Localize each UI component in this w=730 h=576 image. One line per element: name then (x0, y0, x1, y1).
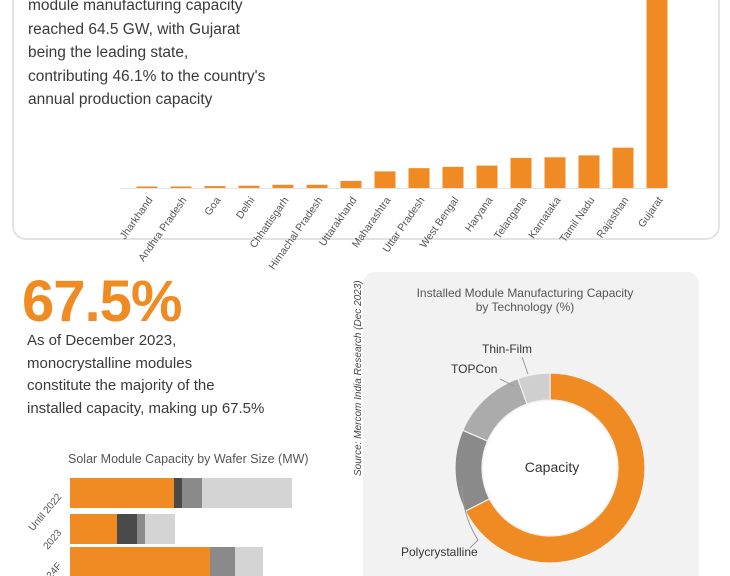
wafer-segment-2 (210, 547, 235, 576)
wafer-segment-3 (202, 478, 292, 508)
stat-line: monocrystalline modules (27, 354, 193, 372)
polycrystalline-leader-line (461, 486, 479, 549)
bar-karnataka (544, 157, 566, 188)
slice-label-topcon: TOPCon (451, 362, 497, 376)
wafer-year-label: Until 2022 (27, 492, 65, 534)
bar-uttar-pradesh (408, 168, 430, 188)
wafer-segment-3 (235, 547, 263, 576)
stat-paragraph: As of December 2023, monocrystalline mod… (27, 330, 317, 420)
wafer-segment-1 (117, 514, 137, 544)
wafer-segment-0 (70, 547, 210, 576)
bar-goa (204, 186, 226, 188)
intro-line: contributing 46.1% to the country's (28, 67, 266, 85)
stat-line: As of December 2023, (27, 332, 177, 349)
intro-line: reached 64.5 GW, with Gujarat (28, 20, 240, 38)
bar-haryana (476, 165, 498, 188)
intro-paragraph: module manufacturing capacity reached 64… (28, 0, 308, 112)
slice-label-thin-film: Thin-Film (482, 342, 532, 356)
wafer-segment-3 (145, 514, 175, 544)
bar-telangana (510, 157, 532, 188)
bar-west-bengal (442, 166, 464, 188)
state-capacity-panel (12, 0, 720, 240)
wafer-segment-0 (70, 514, 117, 544)
wafer-segment-0 (70, 478, 174, 508)
wafer-segment-2 (137, 514, 145, 544)
wafer-segment-1 (174, 478, 182, 508)
bar-gujarat (646, 0, 668, 188)
thinfilm-leader-line (521, 356, 529, 375)
bar-maharashtra (374, 171, 396, 188)
donut-center-label: Capacity (525, 459, 579, 475)
bar-uttarakhand (340, 180, 362, 188)
bar-tamil-nadu (578, 155, 600, 188)
bar-andhra-pradesh (170, 186, 192, 188)
wafer-segment-2 (182, 478, 202, 508)
intro-line: module manufacturing capacity (28, 0, 243, 14)
topcon-leader-line (499, 378, 515, 387)
bar-jharkhand (136, 186, 158, 188)
bar-chhattisgarh (272, 184, 294, 188)
wafer-chart-title: Solar Module Capacity by Wafer Size (MW) (68, 452, 309, 466)
donut-slice-monocrystalline (464, 372, 646, 564)
intro-line: being the leading state, (28, 44, 189, 61)
donut-title-line: Installed Module Manufacturing Capacity (417, 286, 634, 300)
bar-himachal-pradesh (306, 184, 328, 188)
bar-rajasthan (612, 147, 634, 188)
slice-label-polycrystalline: Polycrystalline (401, 545, 478, 559)
bar-delhi (238, 185, 260, 188)
donut-title-line: by Technology (%) (476, 300, 575, 314)
donut-hole (483, 401, 617, 535)
intro-line: annual production capacity (28, 91, 213, 108)
stat-line: constitute the majority of the (27, 377, 215, 394)
monocrystalline-share-stat: 67.5% (22, 269, 182, 334)
stat-line: installed capacity, making up 67.5% (27, 399, 265, 417)
wafer-year-label: 2023 (42, 528, 65, 552)
donut-slice-thin-film (517, 372, 551, 405)
wafer-year-label: 2024F (38, 561, 65, 576)
